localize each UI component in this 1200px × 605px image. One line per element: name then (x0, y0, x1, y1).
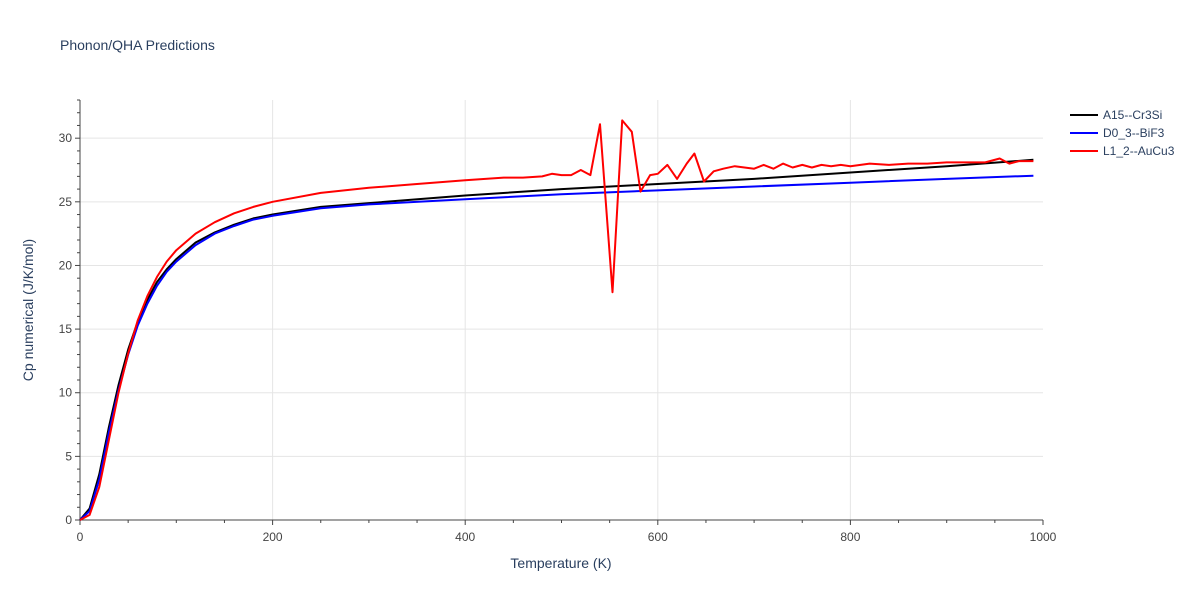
x-tick-label: 600 (648, 530, 668, 544)
grid-lines (80, 100, 1043, 520)
y-tick-label: 10 (59, 386, 73, 400)
axes: 0 200 400 600 800 1000 0 5 10 15 20 25 30 (59, 99, 1057, 544)
chart-title: Phonon/QHA Predictions (60, 37, 215, 53)
x-tick-label: 0 (77, 530, 84, 544)
series-line (79, 158, 1034, 521)
x-tick-label: 800 (840, 530, 860, 544)
y-tick-label: 30 (59, 131, 73, 145)
y-tick-label: 0 (65, 513, 72, 527)
y-tick-label: 20 (59, 258, 73, 272)
legend-label: L1_2--AuCu3 (1103, 144, 1175, 158)
plot-area (79, 119, 1034, 521)
series-line (79, 119, 1034, 521)
y-tick-label: 15 (59, 322, 73, 336)
legend-label: D0_3--BiF3 (1103, 126, 1165, 140)
series-line (79, 174, 1034, 521)
x-tick-label: 400 (455, 530, 475, 544)
x-tick-label: 200 (263, 530, 283, 544)
x-axis-title: Temperature (K) (510, 555, 611, 571)
legend: A15--Cr3Si D0_3--BiF3 L1_2--AuCu3 (1070, 108, 1175, 158)
x-tick-label: 1000 (1030, 530, 1057, 544)
y-axis-title: Cp numerical (J/K/mol) (20, 239, 36, 381)
y-tick-label: 5 (65, 449, 72, 463)
legend-label: A15--Cr3Si (1103, 108, 1162, 122)
y-tick-label: 25 (59, 195, 73, 209)
